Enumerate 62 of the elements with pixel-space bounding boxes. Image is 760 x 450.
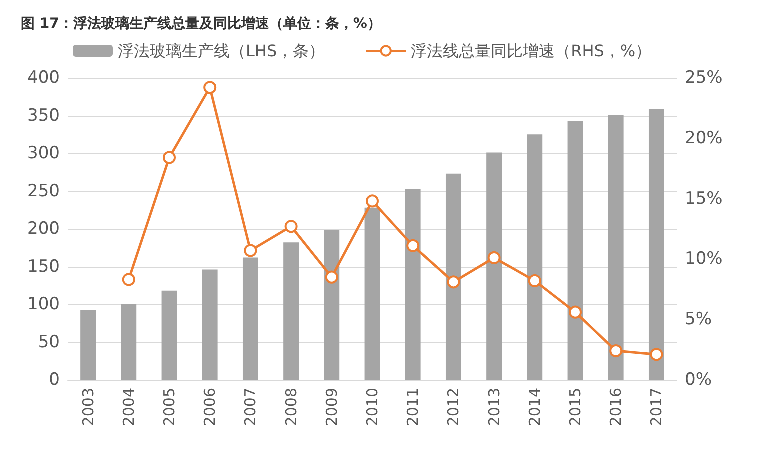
bar bbox=[527, 134, 543, 380]
x-tick-label: 2016 bbox=[607, 388, 626, 426]
legend-label: 浮法玻璃生产线（LHS，条） bbox=[118, 42, 326, 60]
bar bbox=[648, 108, 664, 380]
bar bbox=[121, 304, 137, 380]
x-tick-label: 2006 bbox=[201, 388, 220, 426]
y-tick-label: 300 bbox=[28, 144, 60, 164]
point bbox=[366, 194, 379, 208]
y-tick-label: 100 bbox=[28, 294, 60, 314]
point bbox=[163, 151, 176, 164]
y-tick-label: 400 bbox=[28, 68, 60, 88]
y-tick-label: 50 bbox=[38, 332, 60, 352]
chart-title: 图 17：浮法玻璃生产线总量及同比增速（单位：条，%） bbox=[21, 15, 382, 32]
x-tick-label: 2007 bbox=[242, 388, 260, 426]
y2-tick-label: 5% bbox=[685, 310, 712, 330]
x-tick-label: 2011 bbox=[404, 388, 422, 426]
bar bbox=[324, 230, 340, 380]
bar bbox=[162, 290, 178, 380]
x-tick-label: 2009 bbox=[322, 388, 341, 426]
x-tick-label: 2003 bbox=[79, 388, 98, 426]
y2-tick-label: 20% bbox=[685, 128, 723, 148]
x-tick-label: 2010 bbox=[364, 388, 382, 426]
x-tick-label: 2017 bbox=[648, 388, 666, 426]
bar bbox=[364, 208, 380, 380]
y2-tick-label: 10% bbox=[685, 249, 723, 270]
bar bbox=[568, 121, 584, 380]
x-tick-label: 2005 bbox=[160, 388, 178, 426]
point bbox=[650, 348, 664, 362]
point bbox=[325, 270, 338, 284]
y2-tick-label: 0% bbox=[685, 370, 712, 390]
x-tick-label: 2004 bbox=[120, 388, 138, 426]
bar bbox=[202, 270, 218, 380]
bar bbox=[242, 258, 258, 380]
point bbox=[569, 306, 582, 319]
point bbox=[244, 244, 258, 258]
bar bbox=[80, 310, 96, 380]
bar bbox=[608, 114, 624, 380]
point bbox=[204, 81, 217, 94]
bar bbox=[446, 174, 462, 380]
x-tick-label: 2012 bbox=[444, 388, 463, 426]
legend-label: 浮法线总量同比增速（RHS，%） bbox=[411, 42, 652, 60]
point bbox=[610, 344, 623, 358]
x-tick-label: 2015 bbox=[566, 388, 584, 426]
point bbox=[488, 251, 501, 264]
y2-tick-label: 15% bbox=[685, 188, 723, 209]
bar bbox=[405, 188, 421, 380]
x-tick-label: 2008 bbox=[282, 388, 300, 426]
point bbox=[284, 220, 298, 234]
y-tick-label: 250 bbox=[28, 181, 60, 202]
x-tick-label: 2014 bbox=[526, 388, 544, 426]
point bbox=[406, 239, 420, 252]
y-tick-label: 0 bbox=[49, 370, 60, 390]
y-tick-label: 350 bbox=[28, 106, 60, 126]
point bbox=[122, 273, 136, 286]
y-tick-label: 150 bbox=[28, 256, 60, 277]
bar bbox=[486, 152, 502, 380]
y-tick-label: 200 bbox=[28, 219, 60, 239]
point bbox=[447, 276, 460, 289]
bar bbox=[284, 242, 300, 380]
point bbox=[528, 274, 542, 288]
y2-tick-label: 25% bbox=[685, 68, 723, 88]
x-tick-label: 2013 bbox=[485, 388, 504, 426]
